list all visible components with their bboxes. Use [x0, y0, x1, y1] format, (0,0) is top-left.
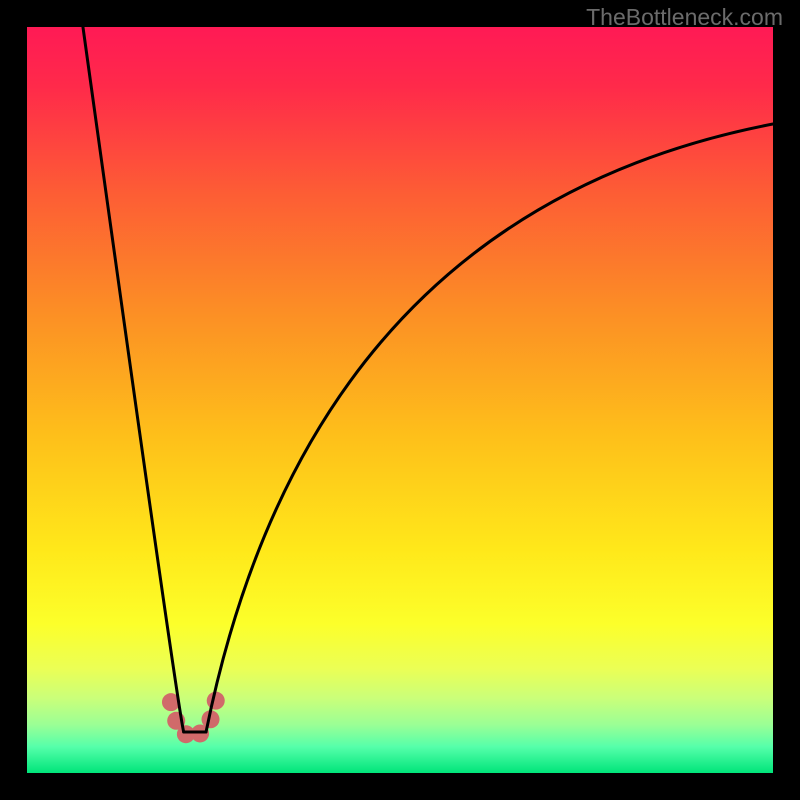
watermark-text: TheBottleneck.com [586, 4, 783, 31]
curve-left-arm [83, 27, 184, 732]
marker-cluster [162, 692, 225, 744]
plot-area [27, 27, 773, 773]
curve-layer [27, 27, 773, 773]
curve-right-arm [206, 124, 773, 732]
chart-frame [0, 0, 800, 800]
